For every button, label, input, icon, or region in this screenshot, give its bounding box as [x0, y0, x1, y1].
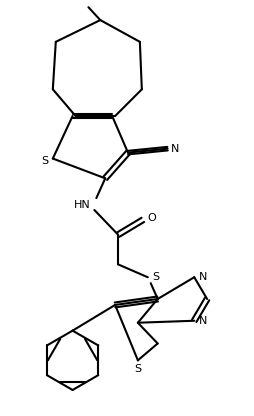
- Text: S: S: [152, 272, 159, 282]
- Text: HN: HN: [74, 200, 91, 210]
- Text: N: N: [199, 272, 207, 282]
- Text: N: N: [199, 316, 207, 326]
- Text: S: S: [41, 156, 49, 166]
- Text: S: S: [134, 364, 141, 374]
- Text: N: N: [171, 144, 180, 154]
- Text: O: O: [147, 213, 156, 223]
